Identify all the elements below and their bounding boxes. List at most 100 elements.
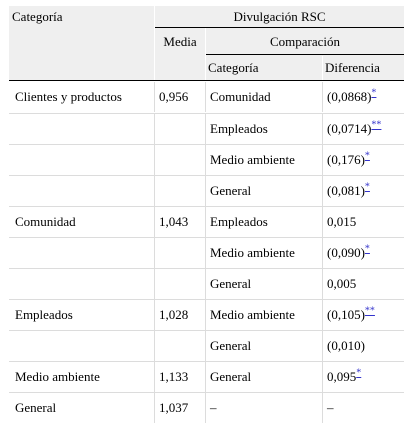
column-divider xyxy=(322,207,323,237)
header-divider xyxy=(154,6,155,80)
column-divider xyxy=(154,300,155,330)
table-row: Empleados 1,028 Medio ambiente (0,105)** xyxy=(9,299,404,330)
significance-marker[interactable]: * xyxy=(356,367,362,379)
significance-marker[interactable]: ** xyxy=(364,305,375,317)
header-category: Categoría xyxy=(12,9,63,24)
column-divider xyxy=(322,269,323,299)
header-divider xyxy=(205,28,206,80)
table-row: General (0,081)* xyxy=(9,175,404,206)
difference-cell: (0,176)* xyxy=(327,145,370,175)
comparison-category-cell: Medio ambiente xyxy=(210,307,295,322)
comparison-category-cell: Comunidad xyxy=(210,89,271,104)
column-divider xyxy=(322,82,323,112)
column-divider xyxy=(154,269,155,299)
column-divider xyxy=(322,176,323,206)
table-row: Comunidad 1,043 Empleados 0,015 xyxy=(9,206,404,237)
difference-value: (0,090) xyxy=(327,245,365,260)
table-row: Medio ambiente 1,133 General 0,095* xyxy=(9,361,404,392)
column-divider xyxy=(205,207,206,237)
header-comparison: Comparación xyxy=(269,34,341,49)
table-row: General (0,010) xyxy=(9,330,404,361)
comparison-category-cell: General xyxy=(210,276,252,291)
table-row: Clientes y productos 0,956 Comunidad (0,086… xyxy=(9,82,404,112)
column-divider xyxy=(322,300,323,330)
column-divider xyxy=(154,176,155,206)
header-mean: Media xyxy=(163,34,197,49)
category-cell: Medio ambiente xyxy=(15,369,100,384)
significance-marker[interactable]: * xyxy=(364,150,370,162)
column-divider xyxy=(205,331,206,361)
difference-cell: (0,010) xyxy=(327,331,365,361)
column-divider xyxy=(154,238,155,268)
significance-marker[interactable]: * xyxy=(364,243,370,255)
column-divider xyxy=(154,207,155,237)
category-cell: General xyxy=(15,400,57,415)
column-divider xyxy=(154,362,155,392)
difference-cell: 0,005 xyxy=(327,269,356,299)
table-row: Medio ambiente (0,176)* xyxy=(9,144,404,175)
column-divider xyxy=(154,393,155,423)
column-divider xyxy=(205,145,206,175)
significance-marker[interactable]: * xyxy=(364,181,370,193)
table-row: Medio ambiente (0,090)* xyxy=(9,237,404,268)
column-divider xyxy=(154,331,155,361)
mean-cell: 1,028 xyxy=(159,307,189,322)
column-divider xyxy=(205,393,206,423)
difference-cell: (0,0714)** xyxy=(327,114,381,144)
column-divider xyxy=(154,82,155,112)
category-cell: Clientes y productos xyxy=(15,89,122,104)
header-rule xyxy=(155,27,404,28)
table-row: General 0,005 xyxy=(9,268,404,299)
category-cell: Comunidad xyxy=(15,214,76,229)
column-divider xyxy=(154,145,155,175)
comparison-category-cell: Empleados xyxy=(210,121,268,136)
difference-value: 0,015 xyxy=(327,214,357,229)
comparison-category-cell: Medio ambiente xyxy=(210,152,295,167)
column-divider xyxy=(322,331,323,361)
difference-value: – xyxy=(327,400,334,415)
comparison-category-cell: Empleados xyxy=(210,214,268,229)
comparison-category-cell: General xyxy=(210,338,252,353)
column-divider xyxy=(154,114,155,144)
column-divider xyxy=(322,393,323,423)
difference-value: (0,176) xyxy=(327,152,365,167)
column-divider xyxy=(205,238,206,268)
mean-cell: 1,037 xyxy=(159,400,189,415)
comparison-category-cell: Medio ambiente xyxy=(210,245,295,260)
mean-cell: 1,043 xyxy=(159,214,189,229)
header-divider xyxy=(322,56,323,80)
significance-marker[interactable]: ** xyxy=(371,119,382,131)
column-divider xyxy=(322,238,323,268)
difference-cell: 0,095* xyxy=(327,362,361,392)
header-bottom-rule xyxy=(9,80,404,81)
header-disclosure: Divulgación RSC xyxy=(233,9,326,24)
difference-cell: 0,015 xyxy=(327,207,356,237)
difference-value: (0,105) xyxy=(327,307,365,322)
column-divider xyxy=(205,269,206,299)
difference-cell: (0,0868)* xyxy=(327,82,376,112)
difference-value: (0,081) xyxy=(327,183,365,198)
column-divider xyxy=(205,362,206,392)
comparison-category-cell: General xyxy=(210,183,252,198)
column-divider xyxy=(322,145,323,175)
mean-cell: 0,956 xyxy=(159,89,189,104)
difference-value: (0,010) xyxy=(327,338,365,353)
column-divider xyxy=(205,300,206,330)
column-divider xyxy=(322,114,323,144)
comparison-category-cell: General xyxy=(210,369,252,384)
header-difference: Diferencia xyxy=(325,60,380,75)
difference-value: 0,095 xyxy=(327,369,357,384)
difference-cell: (0,105)** xyxy=(327,300,375,330)
difference-cell: – xyxy=(327,393,334,423)
column-divider xyxy=(205,114,206,144)
difference-value: (0,0868) xyxy=(327,89,372,104)
column-divider xyxy=(205,82,206,112)
difference-cell: (0,081)* xyxy=(327,176,370,206)
comparison-category-cell: – xyxy=(210,400,217,415)
table-row: General 1,037 – – xyxy=(9,392,404,423)
table-row: Empleados (0,0714)** xyxy=(9,113,404,144)
column-divider xyxy=(322,362,323,392)
category-cell: Empleados xyxy=(15,307,73,322)
significance-marker[interactable]: * xyxy=(371,87,377,99)
difference-value: (0,0714) xyxy=(327,121,372,136)
